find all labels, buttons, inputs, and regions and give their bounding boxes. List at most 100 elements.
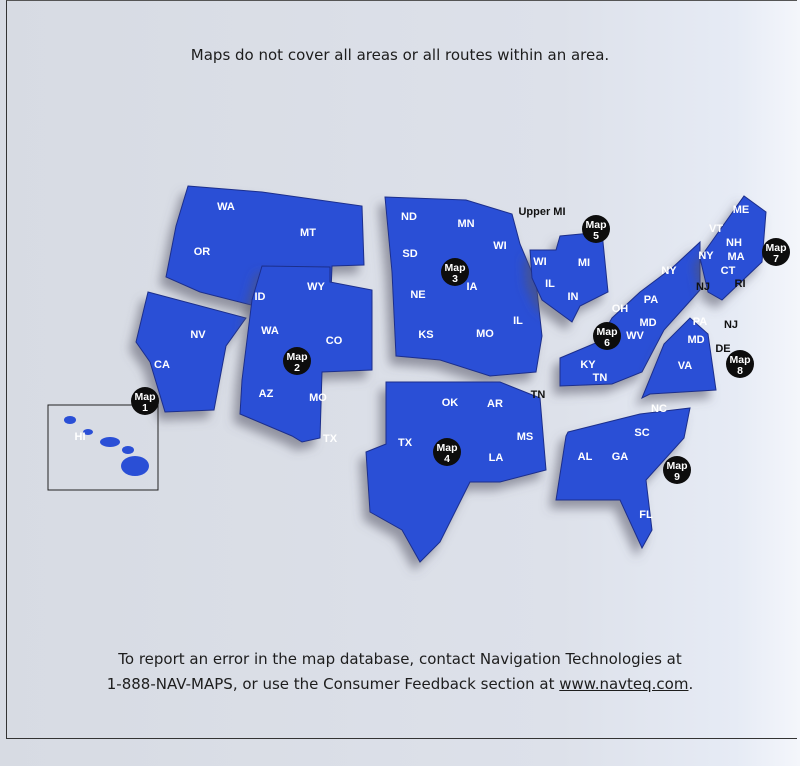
state-label-tx: TX: [323, 433, 338, 445]
state-label-ne: NE: [410, 289, 425, 301]
state-label-wa: WA: [261, 325, 279, 337]
state-label-ga: GA: [612, 451, 629, 463]
state-label-il: IL: [513, 315, 523, 327]
state-label-vt: VT: [709, 223, 723, 235]
hawaii-inset-box: [47, 404, 159, 491]
state-label-outside: RI: [735, 278, 746, 290]
error-report-line1: To report an error in the map database, …: [118, 650, 682, 668]
state-label-pa: PA: [644, 294, 659, 306]
hawaii-island[interactable]: [83, 429, 93, 435]
state-label-ms: MS: [517, 431, 534, 443]
state-label-wa: WA: [217, 201, 235, 213]
state-label-fl: FL: [639, 509, 653, 521]
state-label-ia: IA: [467, 281, 478, 293]
state-label-ky: KY: [580, 359, 596, 371]
marker-circle: [441, 258, 469, 286]
period: .: [688, 675, 694, 693]
marker-number: 2: [294, 362, 300, 374]
state-label-ct: CT: [721, 265, 736, 277]
marker-circle: [726, 350, 754, 378]
state-label-md: MD: [639, 317, 656, 329]
state-label-hi: HI: [75, 431, 86, 443]
state-label-wv: WV: [626, 330, 644, 342]
marker-label: Map: [287, 351, 308, 363]
page-frame: [6, 0, 797, 739]
coverage-region[interactable]: [641, 317, 717, 400]
state-label-ar: AR: [487, 398, 503, 410]
state-label-outside: DE: [715, 343, 730, 355]
hawaii-island[interactable]: [121, 456, 149, 476]
state-label-mt: MT: [300, 227, 316, 239]
state-label-wi: WI: [533, 256, 546, 268]
hawaii-island[interactable]: [100, 437, 120, 447]
state-label-ks: KS: [418, 329, 433, 341]
coverage-region[interactable]: [135, 291, 247, 413]
navteq-link[interactable]: www.navteq.com: [559, 675, 689, 693]
state-label-me: ME: [733, 204, 750, 216]
state-label-id: ID: [255, 291, 266, 303]
phone-text: 1-888-NAV-MAPS, or use the Consumer Feed…: [106, 675, 560, 693]
state-label-az: AZ: [259, 388, 274, 400]
marker-number: 6: [604, 337, 610, 349]
state-label-ny: NY: [698, 250, 714, 262]
state-label-al: AL: [578, 451, 593, 463]
marker-number: 9: [674, 471, 680, 483]
state-label-wy: WY: [307, 281, 325, 293]
coverage-region[interactable]: [559, 240, 701, 387]
coverage-region[interactable]: [365, 381, 547, 563]
state-label-ma: MA: [727, 251, 744, 263]
state-label-pa: PA: [693, 316, 708, 328]
state-label-ny: NY: [661, 265, 677, 277]
state-label-la: LA: [489, 452, 504, 464]
marker-number: 8: [737, 365, 743, 377]
marker-label: Map: [667, 460, 688, 472]
state-label-or: OR: [194, 246, 211, 258]
marker-label: Map: [766, 242, 787, 254]
marker-circle: [762, 238, 790, 266]
state-label-outside: Upper MI: [518, 206, 565, 218]
state-label-tn: TN: [593, 372, 608, 384]
coverage-region[interactable]: [555, 407, 691, 550]
state-label-sc: SC: [634, 427, 649, 439]
marker-circle: [663, 456, 691, 484]
hawaii-island[interactable]: [122, 446, 134, 454]
marker-number: 3: [452, 273, 458, 285]
marker-label: Map: [135, 391, 156, 403]
marker-label: Map: [730, 354, 751, 366]
marker-label: Map: [586, 219, 607, 231]
marker-number: 7: [773, 253, 779, 265]
coverage-region[interactable]: [529, 231, 609, 323]
state-label-oh: OH: [612, 303, 629, 315]
coverage-region[interactable]: [699, 195, 767, 301]
marker-circle: [131, 387, 159, 415]
state-label-mo: MO: [309, 392, 327, 404]
hawaii-island[interactable]: [64, 416, 76, 424]
marker-circle: [593, 322, 621, 350]
coverage-region[interactable]: [384, 196, 543, 377]
state-label-va: VA: [678, 360, 693, 372]
state-label-nv: NV: [190, 329, 206, 341]
coverage-note: Maps do not cover all areas or all route…: [190, 46, 610, 64]
state-label-ok: OK: [442, 397, 459, 409]
marker-number: 4: [444, 453, 450, 465]
marker-circle: [433, 438, 461, 466]
state-label-tx: TX: [398, 437, 413, 449]
state-label-outside: NJ: [724, 319, 738, 331]
marker-label: Map: [445, 262, 466, 274]
error-report-line2: 1-888-NAV-MAPS, or use the Consumer Feed…: [0, 675, 800, 693]
state-label-md: MD: [687, 334, 704, 346]
state-label-co: CO: [326, 335, 343, 347]
state-label-mo: MO: [476, 328, 494, 340]
marker-label: Map: [597, 326, 618, 338]
state-label-il: IL: [545, 278, 555, 290]
